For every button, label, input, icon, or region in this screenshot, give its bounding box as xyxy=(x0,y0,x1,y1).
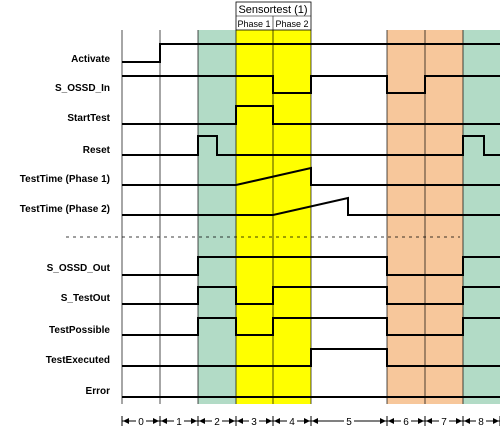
period-label-6: 6 xyxy=(403,417,409,428)
period-label-bg xyxy=(136,414,486,428)
wave-starttest xyxy=(122,105,500,125)
header-phase2: Phase 2 xyxy=(275,19,308,29)
band-reset2-green xyxy=(463,30,500,404)
label-s-ossd-in: S_OSSD_In xyxy=(55,83,110,94)
period-arrows xyxy=(121,416,500,426)
label-testtime-phase1: TestTime (Phase 1) xyxy=(20,174,110,185)
header-title: Sensortest (1) xyxy=(238,4,307,16)
wave-activate xyxy=(122,43,500,63)
period-label-1: 1 xyxy=(176,417,182,428)
label-s-ossd-out: S_OSSD_Out xyxy=(47,263,111,274)
period-label-4: 4 xyxy=(289,417,295,428)
period-label-7: 7 xyxy=(441,417,447,428)
wave-reset xyxy=(122,135,500,156)
period-label-2: 2 xyxy=(214,417,220,428)
label-testexecuted: TestExecuted xyxy=(46,355,110,366)
wave-s-ossd-out xyxy=(122,256,500,276)
header-phase1: Phase 1 xyxy=(237,19,270,29)
period-label-8: 8 xyxy=(478,417,484,428)
label-activate: Activate xyxy=(71,54,110,65)
period-label-3: 3 xyxy=(251,417,257,428)
period-label-5: 5 xyxy=(346,417,352,428)
wave-testexecuted xyxy=(122,348,500,367)
label-reset: Reset xyxy=(83,145,111,156)
wave-s-testout xyxy=(122,286,500,305)
period-arrowheads xyxy=(123,418,499,424)
label-testpossible: TestPossible xyxy=(49,325,110,336)
wave-s-ossd-in xyxy=(122,75,500,94)
period-labels: 0 1 2 3 4 5 6 7 8 xyxy=(138,417,484,428)
label-starttest: StartTest xyxy=(67,113,110,124)
label-error: Error xyxy=(86,386,111,397)
label-s-testout: S_TestOut xyxy=(61,293,111,304)
signal-labels: Activate S_OSSD_In StartTest Reset TestT… xyxy=(20,54,111,397)
band-reset-green xyxy=(198,30,236,404)
period-label-0: 0 xyxy=(138,417,144,428)
label-testtime-phase2: TestTime (Phase 2) xyxy=(20,204,110,215)
wave-testtime-phase2 xyxy=(122,196,500,216)
wave-testpossible xyxy=(122,317,500,336)
wave-testtime-phase1 xyxy=(122,166,500,186)
